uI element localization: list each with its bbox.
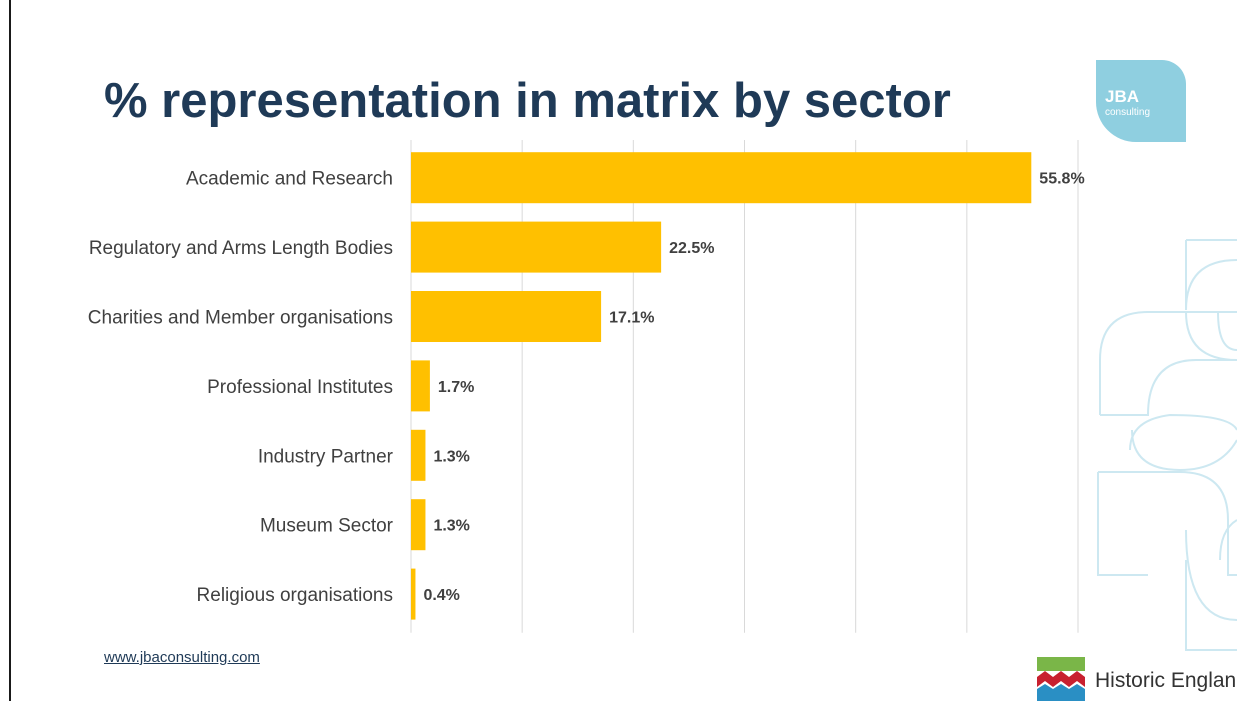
historic-england-logo: Historic England <box>1037 657 1237 701</box>
data-label: 17.1% <box>609 310 654 327</box>
category-label: Regulatory and Arms Length Bodies <box>89 238 393 259</box>
deco-line <box>1097 471 1237 576</box>
bar <box>411 221 662 273</box>
website-link[interactable]: www.jbaconsulting.com <box>104 649 260 666</box>
jba-logo: JBA consulting <box>1096 60 1186 142</box>
category-label: Museum Sector <box>260 516 394 537</box>
decorative-pattern <box>1097 239 1237 651</box>
bar <box>411 429 426 481</box>
jba-logo-sub: consulting <box>1105 107 1151 118</box>
emblem-blue-band <box>1037 684 1085 701</box>
bar <box>411 499 426 551</box>
category-label: Academic and Research <box>186 169 393 190</box>
deco-line <box>1185 529 1237 651</box>
deco-line <box>1099 311 1237 416</box>
category-label: Professional Institutes <box>207 377 393 398</box>
deco-line <box>1185 239 1237 311</box>
deco-line <box>1129 413 1237 451</box>
historic-england-emblem-icon <box>1037 657 1085 701</box>
bar-chart: Academic and Research 55.8% Regulatory and… <box>88 140 1085 633</box>
data-label: 55.8% <box>1039 171 1084 188</box>
category-label: Charities and Member organisations <box>88 308 393 329</box>
slide-title: % representation in matrix by sector <box>104 74 951 128</box>
data-label: 22.5% <box>669 240 714 257</box>
historic-england-text: Historic England <box>1095 669 1237 692</box>
bar <box>411 152 1032 204</box>
bar <box>411 360 430 412</box>
deco-line <box>1131 429 1237 472</box>
data-label: 1.3% <box>433 448 469 465</box>
emblem-green-band <box>1037 657 1085 671</box>
bar <box>411 568 416 620</box>
category-label: Religious organisations <box>197 585 393 606</box>
data-label: 0.4% <box>423 587 459 604</box>
deco-line <box>1219 519 1237 561</box>
deco-line <box>1185 311 1237 361</box>
jba-logo-main: JBA <box>1105 87 1140 106</box>
data-label: 1.3% <box>433 518 469 535</box>
category-label: Industry Partner <box>258 446 394 467</box>
emblem-red-wave <box>1037 671 1085 687</box>
left-rule <box>9 0 11 701</box>
data-label: 1.7% <box>438 379 474 396</box>
bar <box>411 291 602 342</box>
